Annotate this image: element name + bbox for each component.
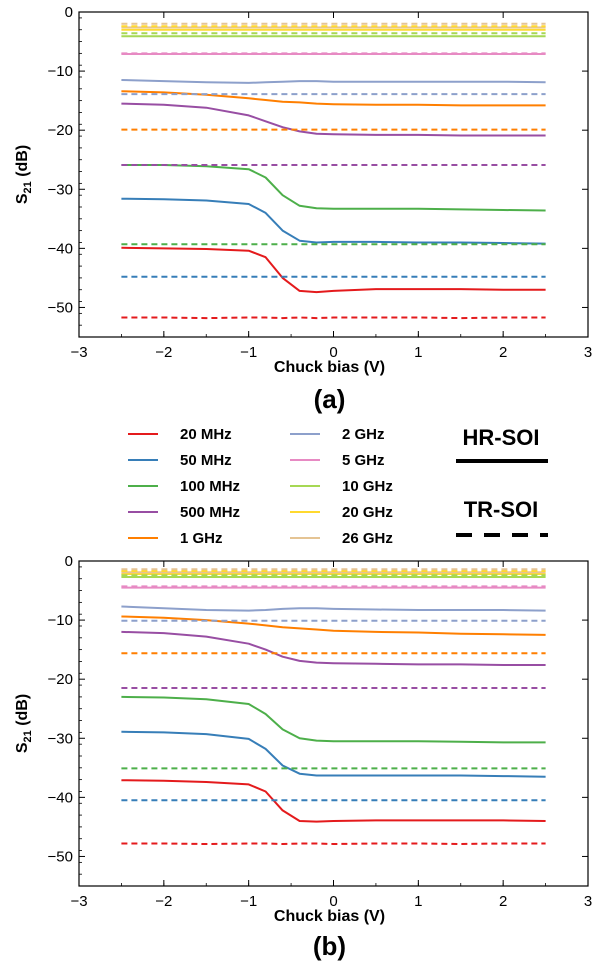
legend-label-500-mhz: 500 MHz (180, 504, 240, 521)
series-line-20-mhz-tr-soi (121, 842, 546, 845)
legend: 20 MHz 50 MHz 100 MHz 500 MHz 1 GHz 2 GHz 5 GH… (128, 425, 548, 547)
y-tick-label: −10 (48, 63, 73, 80)
x-tick-label: −3 (70, 344, 87, 361)
series-line-50-mhz-hr-soi (121, 197, 546, 245)
series-line-20-mhz-tr-soi (121, 316, 546, 320)
y-tick-label: −50 (48, 848, 73, 865)
x-tick-label: 3 (584, 344, 592, 361)
legend-label-20-mhz: 20 MHz (180, 426, 232, 443)
x-tick-label: 3 (584, 893, 592, 910)
x-tick-label: 0 (329, 344, 337, 361)
y-tick-label: −30 (48, 181, 73, 198)
x-tick-label: 2 (499, 344, 507, 361)
y-tick-label: 0 (65, 553, 73, 570)
legend-label-2-ghz: 2 GHz (342, 426, 385, 443)
series-line-100-mhz-hr-soi (121, 164, 546, 212)
legend-hr-label: HR-SOI (463, 425, 540, 450)
legend-label-50-mhz: 50 MHz (180, 452, 232, 469)
panel-label: (a) (314, 384, 346, 414)
y-axis-label: S21 (dB) (14, 694, 34, 753)
x-axis-label: Chuck bias (V) (274, 908, 385, 925)
series-line-1-ghz-hr-soi (121, 615, 546, 636)
y-tick-label: −50 (48, 299, 73, 316)
series-group (121, 22, 546, 320)
series-line-20-mhz-hr-soi (121, 246, 546, 294)
x-tick-label: −1 (240, 344, 257, 361)
series-group (121, 568, 546, 845)
x-tick-label: −2 (155, 893, 172, 910)
legend-tr-label: TR-SOI (464, 497, 539, 522)
series-line-500-mhz-hr-soi (121, 630, 546, 666)
legend-label-5-ghz: 5 GHz (342, 452, 385, 469)
x-tick-label: 1 (414, 344, 422, 361)
panel-label: (b) (313, 931, 346, 961)
y-tick-label: −20 (48, 671, 73, 688)
legend-label-26-ghz: 26 GHz (342, 530, 393, 547)
x-tick-label: −2 (155, 344, 172, 361)
x-tick-label: −3 (70, 893, 87, 910)
x-tick-label: 2 (499, 893, 507, 910)
series-line-2-ghz-hr-soi (121, 79, 546, 84)
series-line-50-mhz-hr-soi (121, 730, 546, 778)
plot-frame (78, 11, 589, 338)
x-tick-label: 1 (414, 893, 422, 910)
y-tick-label: −30 (48, 730, 73, 747)
legend-label-10-ghz: 10 GHz (342, 478, 393, 495)
y-tick-label: −40 (48, 240, 73, 257)
series-line-1-ghz-hr-soi (121, 90, 546, 107)
y-tick-label: −20 (48, 122, 73, 139)
legend-label-100-mhz: 100 MHz (180, 478, 240, 495)
x-tick-label: 0 (329, 893, 337, 910)
legend-label-1-ghz: 1 GHz (180, 530, 223, 547)
series-line-500-mhz-hr-soi (121, 102, 546, 137)
y-axis-label: S21 (dB) (14, 145, 34, 204)
legend-label-20-ghz: 20 GHz (342, 504, 393, 521)
y-tick-label: −10 (48, 612, 73, 629)
x-tick-label: −1 (240, 893, 257, 910)
series-line-20-mhz-hr-soi (121, 779, 546, 823)
series-line-2-ghz-hr-soi (121, 605, 546, 612)
y-tick-label: −40 (48, 789, 73, 806)
series-line-100-mhz-hr-soi (121, 695, 546, 744)
y-tick-label: 0 (65, 4, 73, 21)
x-axis-label: Chuck bias (V) (274, 359, 385, 376)
